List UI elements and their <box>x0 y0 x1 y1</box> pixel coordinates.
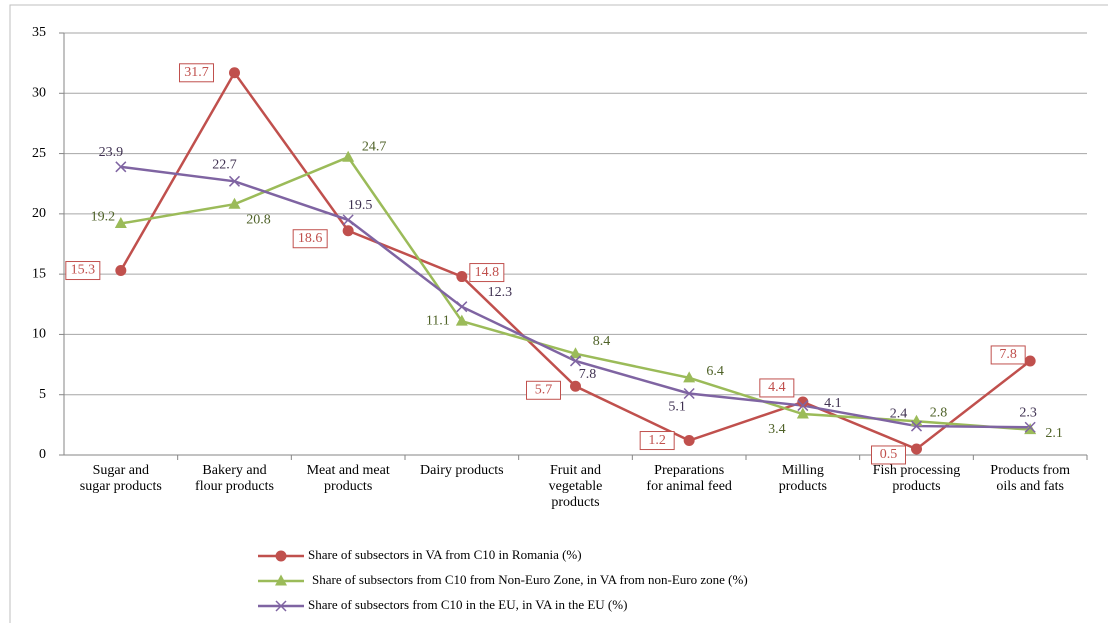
marker <box>683 387 695 400</box>
marker <box>114 217 127 229</box>
marker <box>569 347 582 359</box>
x-tick-label: Products from oils and fats <box>990 463 1070 494</box>
data-label: 15.3 <box>71 263 96 278</box>
marker <box>228 175 241 187</box>
x-tick-label: Fruit and vegetable products <box>549 463 603 510</box>
data-label: 2.1 <box>1045 426 1063 441</box>
data-label: 8.4 <box>593 334 611 349</box>
x-tick-label: Fish processing products <box>873 463 961 494</box>
y-tick-label: 5 <box>39 387 46 402</box>
marker <box>342 150 355 162</box>
marker <box>342 225 354 237</box>
x-tick-label: Dairy products <box>420 463 504 478</box>
data-label-box <box>292 229 328 249</box>
chart-border <box>9 4 1108 623</box>
marker <box>1024 421 1036 433</box>
data-label-box <box>469 263 505 283</box>
x-tick-label: Sugar and sugar products <box>80 463 162 494</box>
marker <box>1024 355 1036 367</box>
data-label: 7.8 <box>579 367 597 382</box>
x-tick-label: Milling products <box>779 463 827 494</box>
legend-label: Share of subsectors from C10 in the EU, … <box>308 597 627 612</box>
marker <box>275 574 287 586</box>
marker <box>683 435 695 447</box>
data-label: 1.2 <box>648 433 666 448</box>
data-label: 2.4 <box>890 406 908 421</box>
y-tick-label: 20 <box>32 206 46 221</box>
marker <box>797 396 809 408</box>
data-label: 24.7 <box>362 139 387 154</box>
data-label: 2.8 <box>930 405 948 420</box>
data-label: 4.1 <box>824 396 842 411</box>
marker <box>115 161 127 173</box>
data-label: 18.6 <box>298 231 323 246</box>
x-tick-label: Preparations for animal feed <box>646 463 732 494</box>
data-label: 5.1 <box>668 400 686 415</box>
marker <box>1024 423 1037 435</box>
x-tick-label: Bakery and flour products <box>195 463 274 494</box>
data-label: 14.8 <box>475 265 500 280</box>
legend-label: Share of subsectors from C10 from Non-Eu… <box>312 572 748 587</box>
data-label-box <box>990 345 1026 365</box>
data-label: 4.4 <box>768 380 786 395</box>
x-tick-label: Meat and meat products <box>307 463 390 494</box>
y-tick-label: 15 <box>32 266 46 281</box>
y-tick-label: 25 <box>32 146 46 161</box>
marker <box>569 355 582 367</box>
y-tick-label: 35 <box>32 25 46 40</box>
data-label: 6.4 <box>706 364 724 379</box>
marker <box>455 314 468 326</box>
y-tick-label: 0 <box>39 447 46 462</box>
data-label-box <box>639 431 675 451</box>
marker <box>229 67 240 79</box>
series-line <box>119 70 1031 451</box>
y-tick-label: 30 <box>32 86 46 101</box>
data-label: 5.7 <box>535 382 553 397</box>
marker <box>275 550 287 562</box>
data-label-box <box>179 63 214 83</box>
data-label: 19.2 <box>91 210 116 225</box>
marker <box>796 407 809 419</box>
legend-label: Share of subsectors in VA from C10 in Ro… <box>308 547 582 562</box>
marker <box>275 600 287 612</box>
marker <box>456 301 468 313</box>
data-label: 22.7 <box>212 158 237 173</box>
marker <box>911 443 922 455</box>
marker <box>683 371 696 383</box>
y-tick-label: 10 <box>32 327 46 342</box>
data-label-box <box>65 261 101 281</box>
marker <box>115 265 127 277</box>
data-label: 0.5 <box>880 447 898 462</box>
marker <box>797 400 809 412</box>
marker <box>228 197 241 209</box>
data-label: 31.7 <box>184 65 209 80</box>
data-label: 20.8 <box>246 212 271 227</box>
data-label: 11.1 <box>426 313 450 328</box>
data-label: 2.3 <box>1019 405 1037 420</box>
data-label-box <box>526 380 561 400</box>
data-label: 23.9 <box>99 145 124 160</box>
data-label-box <box>871 445 906 465</box>
data-label: 19.5 <box>348 198 373 213</box>
marker <box>910 420 923 432</box>
marker <box>456 271 468 283</box>
data-label: 12.3 <box>488 285 513 300</box>
marker <box>342 214 354 226</box>
data-label-box <box>759 378 795 398</box>
data-label: 3.4 <box>768 422 786 437</box>
data-label: 7.8 <box>999 347 1017 362</box>
marker <box>570 380 581 392</box>
